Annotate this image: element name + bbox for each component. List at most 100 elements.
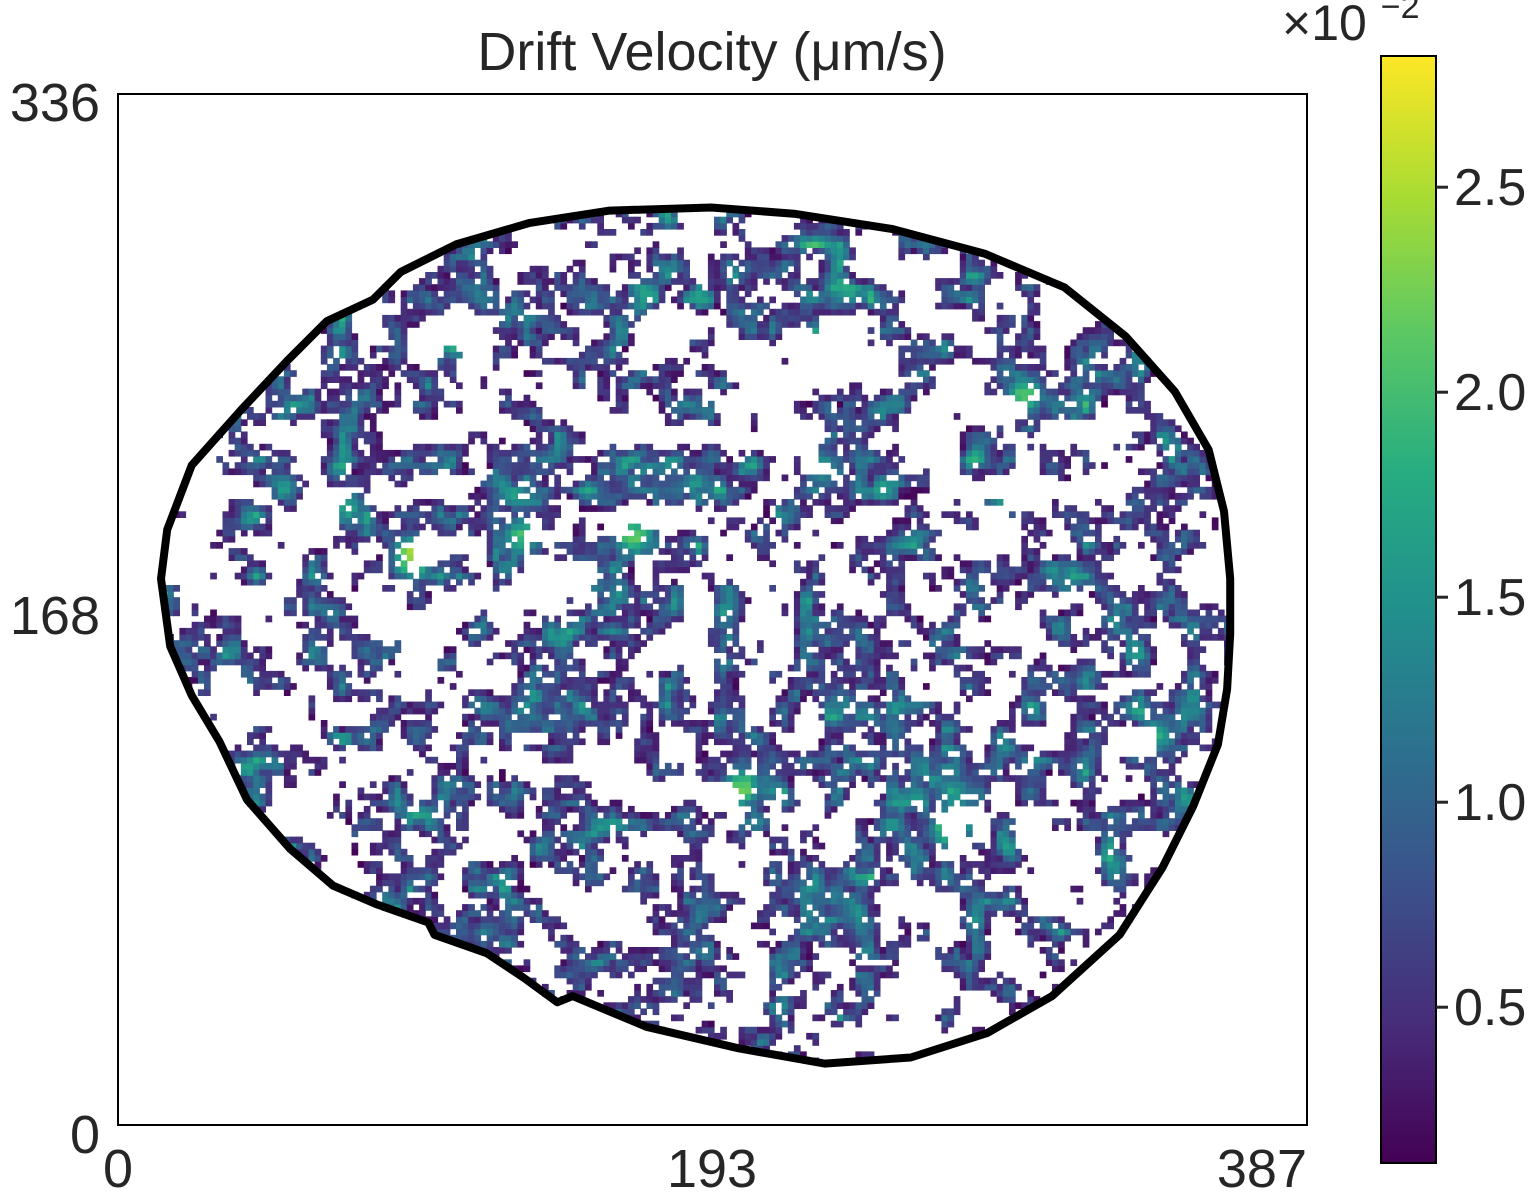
velocity-pixel bbox=[443, 664, 451, 672]
velocity-pixel bbox=[333, 376, 340, 383]
velocity-pixel bbox=[535, 511, 543, 518]
velocity-pixel bbox=[240, 554, 248, 561]
velocity-pixel bbox=[566, 627, 574, 635]
velocity-pixel bbox=[419, 290, 426, 298]
velocity-pixel bbox=[542, 296, 549, 304]
velocity-pixel bbox=[720, 1032, 727, 1040]
velocity-pixel bbox=[566, 548, 574, 555]
velocity-pixel bbox=[283, 677, 291, 684]
velocity-pixel bbox=[474, 732, 482, 739]
velocity-pixel bbox=[406, 861, 414, 868]
velocity-pixel bbox=[750, 272, 758, 279]
velocity-pixel bbox=[689, 480, 697, 488]
velocity-pixel bbox=[707, 971, 715, 979]
velocity-pixel bbox=[585, 351, 592, 359]
velocity-pixel bbox=[738, 486, 746, 494]
velocity-pixel bbox=[781, 756, 789, 764]
velocity-pixel bbox=[548, 511, 555, 518]
velocity-pixel bbox=[671, 216, 678, 224]
velocity-pixel bbox=[326, 627, 334, 635]
velocity-pixel bbox=[578, 456, 586, 463]
velocity-pixel bbox=[787, 505, 795, 512]
velocity-pixel bbox=[419, 799, 426, 807]
velocity-pixel bbox=[425, 885, 432, 893]
velocity-pixel bbox=[664, 560, 672, 568]
velocity-pixel bbox=[394, 670, 402, 678]
velocity-pixel bbox=[339, 603, 346, 611]
velocity-pixel bbox=[800, 910, 807, 917]
velocity-pixel bbox=[535, 904, 543, 911]
velocity-pixel bbox=[357, 505, 365, 512]
velocity-pixel bbox=[265, 517, 273, 525]
velocity-pixel bbox=[277, 456, 285, 463]
velocity-pixel bbox=[265, 511, 273, 518]
velocity-pixel bbox=[462, 824, 469, 831]
velocity-pixel bbox=[400, 308, 408, 316]
velocity-pixel bbox=[474, 934, 482, 942]
velocity-pixel bbox=[621, 345, 629, 353]
velocity-pixel bbox=[677, 591, 684, 598]
velocity-pixel bbox=[591, 284, 598, 291]
velocity-pixel bbox=[314, 554, 322, 561]
velocity-pixel bbox=[658, 701, 666, 709]
velocity-pixel bbox=[671, 499, 678, 506]
velocity-pixel bbox=[492, 578, 500, 586]
velocity-pixel bbox=[621, 585, 629, 592]
velocity-pixel bbox=[363, 658, 371, 666]
velocity-pixel bbox=[671, 971, 678, 979]
velocity-pixel bbox=[603, 572, 611, 580]
velocity-pixel bbox=[394, 394, 402, 402]
velocity-pixel bbox=[781, 1002, 789, 1009]
velocity-pixel bbox=[732, 302, 740, 310]
velocity-pixel bbox=[339, 413, 346, 420]
velocity-pixel bbox=[757, 542, 764, 549]
velocity-pixel bbox=[566, 640, 574, 647]
velocity-pixel bbox=[757, 781, 764, 788]
velocity-pixel bbox=[646, 713, 654, 721]
velocity-pixel bbox=[505, 940, 512, 948]
velocity-pixel bbox=[658, 977, 666, 985]
velocity-pixel bbox=[652, 597, 660, 604]
velocity-pixel bbox=[787, 713, 795, 721]
velocity-pixel bbox=[499, 787, 506, 795]
velocity-pixel bbox=[517, 333, 525, 340]
velocity-pixel bbox=[179, 634, 187, 641]
velocity-pixel bbox=[468, 934, 475, 942]
velocity-pixel bbox=[800, 566, 807, 574]
velocity-pixel bbox=[339, 382, 346, 390]
velocity-pixel bbox=[369, 861, 377, 868]
velocity-pixel bbox=[412, 578, 420, 586]
velocity-pixel bbox=[197, 670, 205, 678]
velocity-pixel bbox=[677, 861, 684, 868]
velocity-pixel bbox=[775, 756, 783, 764]
velocity-pixel bbox=[400, 351, 408, 359]
velocity-pixel bbox=[548, 848, 555, 856]
velocity-pixel bbox=[443, 253, 451, 261]
velocity-pixel bbox=[763, 548, 770, 555]
velocity-pixel bbox=[634, 1002, 641, 1009]
velocity-pixel bbox=[566, 327, 574, 334]
velocity-pixel bbox=[234, 634, 242, 641]
velocity-pixel bbox=[412, 873, 420, 881]
velocity-pixel bbox=[800, 474, 807, 482]
velocity-pixel bbox=[572, 290, 580, 298]
velocity-pixel bbox=[222, 468, 230, 476]
velocity-pixel bbox=[671, 222, 678, 230]
velocity-pixel bbox=[591, 308, 598, 316]
velocity-pixel bbox=[677, 419, 684, 426]
velocity-pixel bbox=[376, 695, 383, 703]
velocity-pixel bbox=[369, 867, 377, 874]
velocity-pixel bbox=[314, 769, 322, 776]
velocity-pixel bbox=[474, 922, 482, 930]
velocity-pixel bbox=[591, 683, 598, 690]
velocity-pixel bbox=[394, 805, 402, 813]
velocity-pixel bbox=[542, 272, 549, 279]
velocity-pixel bbox=[351, 333, 359, 340]
velocity-pixel bbox=[560, 867, 568, 874]
velocity-pixel bbox=[197, 652, 205, 660]
velocity-pixel bbox=[628, 615, 635, 623]
velocity-pixel bbox=[578, 965, 586, 973]
velocity-pixel bbox=[222, 615, 230, 623]
velocity-pixel bbox=[314, 615, 322, 623]
velocity-pixel bbox=[738, 744, 746, 752]
